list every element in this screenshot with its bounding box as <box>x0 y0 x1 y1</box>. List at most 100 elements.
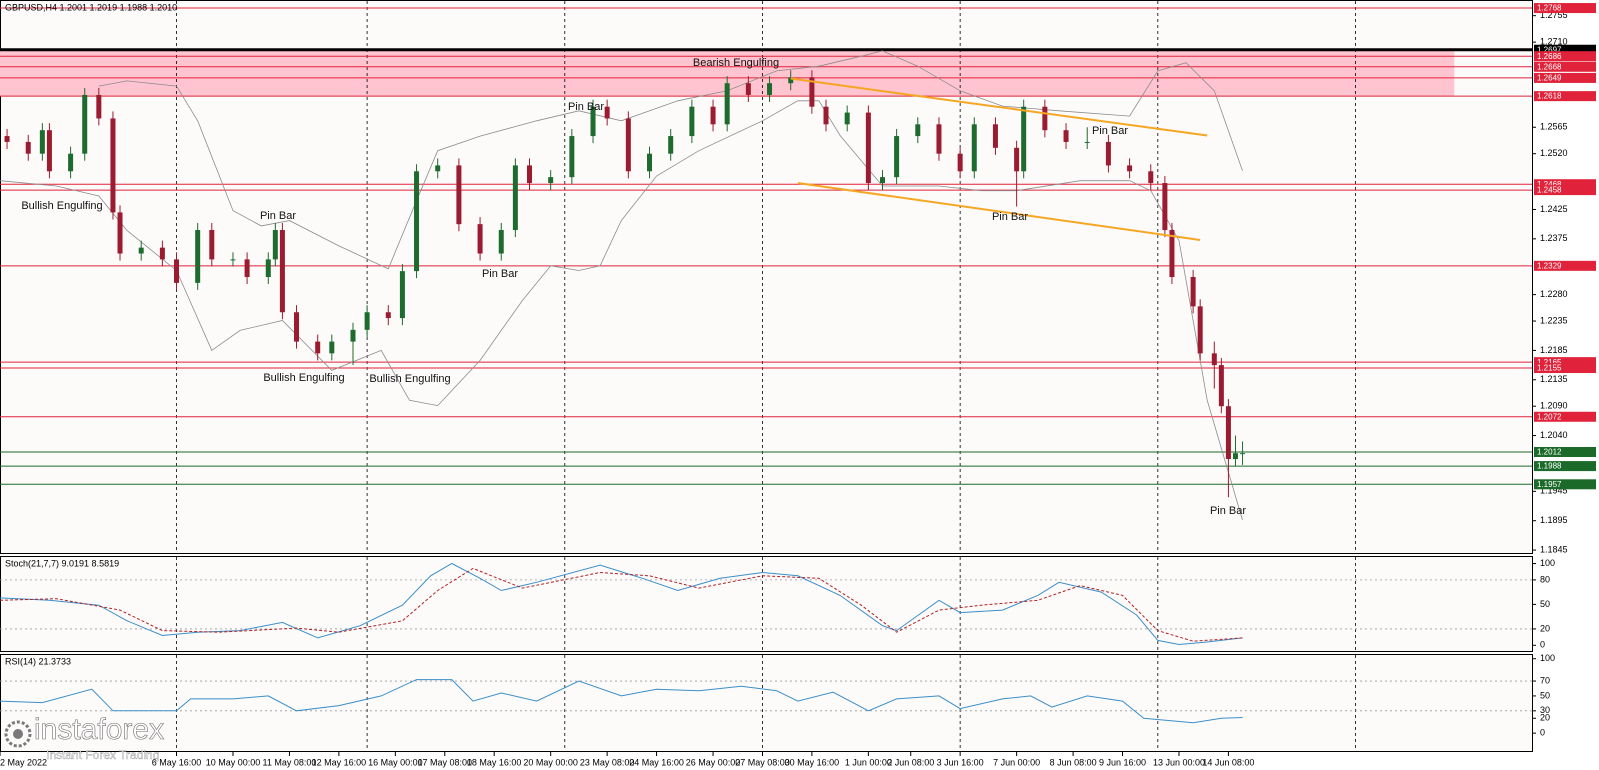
level-label: 1.2458 <box>1537 186 1562 195</box>
level-label: 1.2468 <box>1537 180 1562 189</box>
candle-body <box>1169 230 1175 277</box>
candle-body <box>498 230 504 254</box>
candle-body <box>767 83 773 95</box>
pattern-label: Bullish Engulfing <box>263 372 344 384</box>
candle-body <box>1190 277 1196 307</box>
candle-body <box>1211 353 1217 366</box>
level-label: 1.2686 <box>1537 52 1562 61</box>
candle-body <box>96 94 102 119</box>
x-tick-label: 3 Jun 16:00 <box>937 757 984 767</box>
candle-body <box>992 124 998 148</box>
y-tick-label: 1.2520 <box>1540 148 1568 158</box>
level-tag <box>1534 44 1596 55</box>
x-tick-label: 2 Jun 08:00 <box>887 757 934 767</box>
level-tag <box>1534 260 1596 271</box>
candle-body <box>39 130 45 154</box>
y-tick-label: 30 <box>1540 705 1550 715</box>
candle-body <box>1232 453 1238 460</box>
watermark: instaforex Instant Forex Trading <box>4 713 164 762</box>
level-label: 1.2012 <box>1537 448 1562 457</box>
x-tick-label: 23 May 08:00 <box>580 757 635 767</box>
level-tag <box>1534 357 1596 368</box>
y-tick-label: 1.2040 <box>1540 430 1568 440</box>
y-tick-label: 70 <box>1540 675 1550 685</box>
x-tick-label: 18 May 16:00 <box>467 757 522 767</box>
candle-body <box>1225 406 1231 460</box>
pattern-label: Bullish Engulfing <box>21 200 102 212</box>
trend-line <box>790 77 1208 137</box>
candle-body <box>414 171 420 272</box>
pattern-label: Bearish Engulfing <box>693 57 779 69</box>
level-tag <box>1534 91 1596 102</box>
level-label: 1.2072 <box>1537 412 1562 421</box>
pattern-label: Pin Bar <box>992 211 1028 223</box>
x-tick-label: 26 May 00:00 <box>686 757 741 767</box>
level-label: 1.2618 <box>1537 92 1562 101</box>
candle-body <box>209 230 215 260</box>
chart-title: GBPUSD,H4 1.2001 1.2019 1.1988 1.2010 <box>5 2 177 12</box>
y-tick-label: 1.1895 <box>1540 515 1568 525</box>
candle-body <box>110 118 116 213</box>
level-label: 1.1957 <box>1537 480 1562 489</box>
candle-body <box>512 165 518 231</box>
candle-body <box>548 177 554 184</box>
level-tag <box>1534 179 1596 190</box>
level-tag <box>1534 72 1596 83</box>
candle-body <box>117 212 123 254</box>
x-tick-label: 27 May 08:00 <box>735 757 790 767</box>
trend-line <box>797 182 1201 241</box>
candle-body <box>865 112 871 184</box>
indicator-title: Stoch(21,7,7) 9.0191 8.5819 <box>5 558 119 568</box>
candle-body <box>1042 106 1048 131</box>
indicator-line <box>0 567 1243 642</box>
x-tick-label: 8 Jun 08:00 <box>1050 757 1097 767</box>
y-tick-label: 1.1945 <box>1540 486 1568 496</box>
candle-body <box>894 136 900 178</box>
candle-body <box>173 259 179 283</box>
candle-body <box>1127 165 1133 172</box>
pattern-label: Pin Bar <box>1210 505 1246 517</box>
level-tag <box>1534 61 1596 72</box>
candle-body <box>1021 106 1027 172</box>
candle-body <box>936 124 942 154</box>
x-tick-label: 1 Jun 00:00 <box>845 757 892 767</box>
candle-body <box>590 106 596 137</box>
candle-body <box>435 165 441 172</box>
y-tick-label: 0 <box>1540 640 1545 650</box>
bollinger-band <box>98 50 1243 270</box>
candle-body <box>230 259 236 261</box>
x-tick-label: 10 May 00:00 <box>206 757 261 767</box>
level-tag <box>1534 51 1596 62</box>
y-tick-label: 0 <box>1540 728 1545 738</box>
level-label: 1.2697 <box>1537 45 1562 54</box>
candle-body <box>689 106 695 137</box>
candle-body <box>1162 183 1168 231</box>
candle-body <box>724 83 730 125</box>
candle-body <box>957 153 963 172</box>
pattern-label: Pin Bar <box>568 101 604 113</box>
candle-body <box>477 224 483 254</box>
level-label: 1.2668 <box>1537 62 1562 71</box>
candle-body <box>625 118 631 172</box>
candle-body <box>385 312 391 319</box>
candle-body <box>46 130 52 172</box>
stoch-panel <box>0 556 1533 652</box>
level-tag <box>1534 461 1596 472</box>
y-tick-label: 80 <box>1540 574 1550 584</box>
candle-body <box>265 259 271 277</box>
x-tick-label: 17 May 08:00 <box>418 757 473 767</box>
candle-body <box>915 124 921 137</box>
candle-body <box>272 230 278 260</box>
pattern-label: Pin Bar <box>482 268 518 280</box>
y-tick-label: 20 <box>1540 623 1550 633</box>
x-tick-label: 9 Jun 16:00 <box>1099 757 1146 767</box>
y-tick-label: 50 <box>1540 599 1550 609</box>
level-tag <box>1534 446 1596 457</box>
pattern-label: Bullish Engulfing <box>369 373 450 385</box>
candle-body <box>279 230 285 313</box>
logo-dot <box>13 729 23 739</box>
candle-body <box>1105 141 1111 166</box>
candle-body <box>364 312 370 330</box>
y-tick-label: 20 <box>1540 713 1550 723</box>
